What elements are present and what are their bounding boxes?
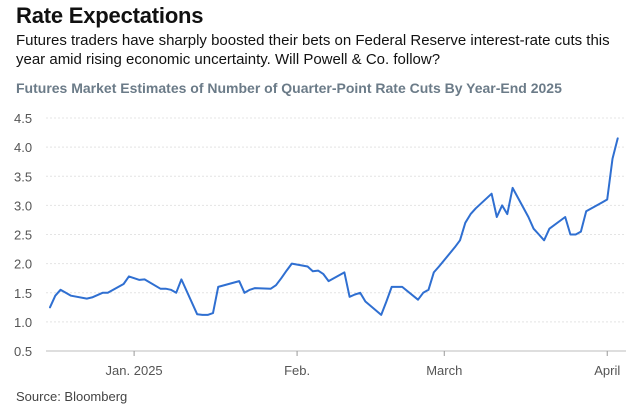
y-tick-label: 3.0 — [14, 198, 32, 213]
source-note: Source: Bloomberg — [16, 389, 128, 404]
x-tick-label: Jan. 2025 — [106, 363, 163, 378]
y-axis-tick-labels: 0.5 1.0 1.5 2.0 2.5 3.0 3.5 4.0 4.5 — [14, 111, 32, 359]
y-tick-label: 0.5 — [14, 344, 32, 359]
y-tick-label: 2.0 — [14, 257, 32, 272]
x-tick-label: April — [594, 363, 620, 378]
y-tick-label: 1.0 — [14, 315, 32, 330]
y-tick-label: 4.5 — [14, 111, 32, 126]
page-title: Rate Expectations — [16, 3, 204, 28]
x-tick-label: Feb. — [284, 363, 310, 378]
chart-title: Futures Market Estimates of Number of Qu… — [16, 80, 562, 96]
x-axis-tick-labels: Jan. 2025 Feb. March April — [106, 351, 620, 378]
y-tick-label: 4.0 — [14, 140, 32, 155]
page-subtitle: Futures traders have sharply boosted the… — [16, 32, 610, 68]
series-line — [49, 137, 619, 316]
rate-cuts-line-chart: 0.5 1.0 1.5 2.0 2.5 3.0 3.5 4.0 4.5 Jan. 2025 Feb… — [14, 111, 626, 378]
y-tick-label: 3.5 — [14, 169, 32, 184]
grid-lines — [46, 117, 626, 352]
y-tick-label: 1.5 — [14, 286, 32, 301]
y-tick-label: 2.5 — [14, 228, 32, 243]
x-tick-label: March — [426, 363, 462, 378]
